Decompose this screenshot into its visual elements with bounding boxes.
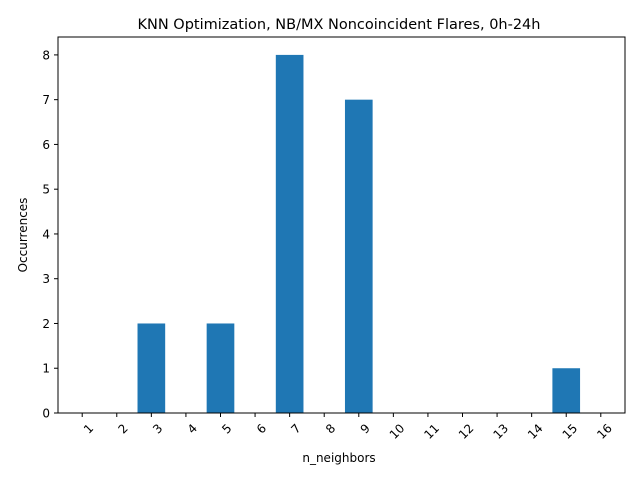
x-axis-label: n_neighbors <box>302 451 375 465</box>
y-tick-label: 0 <box>42 407 50 421</box>
bar-15 <box>552 368 581 413</box>
bar-9 <box>344 99 373 414</box>
x-tick-label: 13 <box>490 421 511 442</box>
bar-5 <box>206 323 235 413</box>
y-tick-label: 7 <box>42 93 50 107</box>
x-tick-label: 5 <box>219 421 234 436</box>
x-tick-label: 4 <box>185 421 200 436</box>
x-tick-label: 14 <box>525 421 546 442</box>
x-tick-label: 15 <box>560 421 581 442</box>
y-tick-label: 8 <box>42 48 50 62</box>
y-tick-label: 6 <box>42 138 50 152</box>
x-tick-label: 12 <box>456 421 477 442</box>
x-axis-ticks: 1 2 3 4 5 6 7 8 9 10 11 12 13 14 15 16 <box>81 413 615 442</box>
bar-3 <box>137 323 166 413</box>
bar-7 <box>275 54 304 414</box>
chart-title: KNN Optimization, NB/MX Noncoincident Fl… <box>138 17 541 33</box>
y-tick-label: 5 <box>42 183 50 197</box>
x-tick-label: 8 <box>323 421 338 436</box>
bars-group <box>137 54 581 414</box>
x-tick-label: 16 <box>594 421 615 442</box>
y-tick-label: 1 <box>42 362 50 376</box>
x-tick-label: 2 <box>116 421 131 436</box>
y-axis-label: Occurrences <box>16 198 30 273</box>
x-tick-label: 1 <box>81 421 96 436</box>
y-tick-label: 4 <box>42 227 50 241</box>
x-tick-label: 10 <box>387 421 408 442</box>
plot-frame <box>57 36 626 414</box>
x-tick-label: 3 <box>150 421 165 436</box>
y-axis-ticks: 0 1 2 3 4 5 6 7 8 <box>42 48 58 421</box>
x-tick-label: 7 <box>288 421 303 436</box>
y-tick-label: 2 <box>42 317 50 331</box>
x-tick-label: 9 <box>358 421 373 436</box>
y-tick-label: 3 <box>42 272 50 286</box>
x-tick-label: 6 <box>254 421 269 436</box>
x-tick-label: 11 <box>421 421 442 442</box>
